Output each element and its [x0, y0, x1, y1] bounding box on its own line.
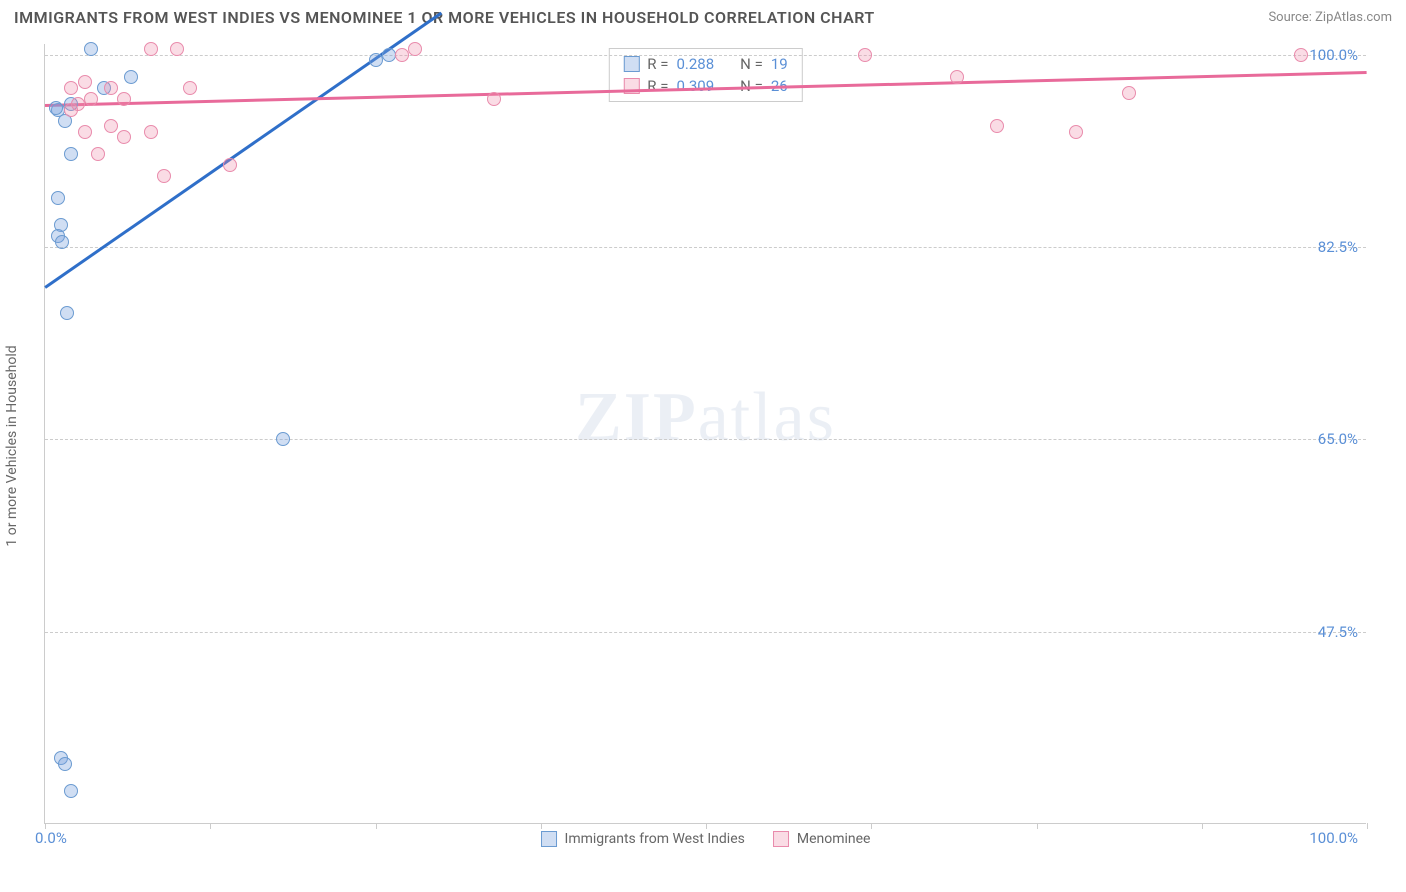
title-bar: IMMIGRANTS FROM WEST INDIES VS MENOMINEE…: [0, 0, 1406, 31]
legend-label: Menominee: [797, 831, 871, 847]
scatter-point-west_indies: [84, 42, 98, 56]
scatter-point-menominee: [64, 81, 78, 95]
legend-swatch-icon: [541, 831, 557, 847]
watermark-light: atlas: [698, 379, 836, 456]
y-tick-label: 47.5%: [1318, 623, 1358, 641]
scatter-point-menominee: [1294, 48, 1308, 62]
legend-label: Immigrants from West Indies: [565, 831, 745, 847]
x-tick: [871, 823, 872, 829]
scatter-point-menominee: [408, 42, 422, 56]
scatter-point-menominee: [183, 81, 197, 95]
scatter-point-west_indies: [276, 432, 290, 446]
scatter-point-west_indies: [124, 70, 138, 84]
scatter-point-menominee: [223, 158, 237, 172]
source-name: ZipAtlas.com: [1315, 10, 1392, 25]
scatter-point-menominee: [1069, 125, 1083, 139]
x-tick: [1367, 823, 1368, 829]
scatter-point-menominee: [170, 42, 184, 56]
scatter-point-west_indies: [64, 147, 78, 161]
chart-title: IMMIGRANTS FROM WEST INDIES VS MENOMINEE…: [14, 8, 875, 27]
scatter-point-menominee: [157, 169, 171, 183]
scatter-point-menominee: [144, 125, 158, 139]
stats-r-label: R =: [647, 77, 668, 95]
gridline: [45, 55, 1366, 56]
x-tick: [541, 823, 542, 829]
scatter-point-menominee: [395, 48, 409, 62]
stats-n-value: 19: [771, 55, 788, 73]
x-tick: [706, 823, 707, 829]
scatter-point-west_indies: [49, 101, 63, 115]
stats-r-label: R =: [647, 55, 668, 73]
scatter-point-west_indies: [64, 784, 78, 798]
scatter-point-west_indies: [51, 191, 65, 205]
scatter-point-menominee: [858, 48, 872, 62]
scatter-point-menominee: [91, 147, 105, 161]
source-attribution: Source: ZipAtlas.com: [1268, 10, 1392, 25]
scatter-point-menominee: [71, 97, 85, 111]
legend: Immigrants from West Indies Menominee: [541, 831, 871, 847]
x-axis-max-label: 100.0%: [1309, 829, 1358, 847]
stats-row-west_indies: R = 0.288 N = 19: [609, 53, 801, 75]
stats-r-value: 0.288: [676, 55, 714, 73]
y-tick-label: 82.5%: [1318, 238, 1358, 256]
x-axis-min-label: 0.0%: [35, 829, 67, 847]
x-tick: [1202, 823, 1203, 829]
scatter-point-menominee: [950, 70, 964, 84]
x-tick: [45, 823, 46, 829]
scatter-point-menominee: [84, 92, 98, 106]
y-tick-label: 65.0%: [1318, 430, 1358, 448]
stats-r-value: 0.309: [676, 77, 714, 95]
scatter-point-west_indies: [382, 48, 396, 62]
gridline: [45, 439, 1366, 440]
scatter-point-menominee: [1122, 86, 1136, 100]
y-tick-label: 100.0%: [1309, 46, 1358, 64]
stats-swatch-icon: [623, 56, 639, 72]
legend-item-west_indies: Immigrants from West Indies: [541, 831, 745, 847]
x-tick: [1037, 823, 1038, 829]
correlation-stats-box: R =0.288N =19R =0.309N =26: [608, 48, 802, 102]
scatter-point-west_indies: [369, 53, 383, 67]
x-tick: [210, 823, 211, 829]
chart-plot-area: ZIPatlas R =0.288N =19R =0.309N =26 Immi…: [44, 44, 1366, 824]
stats-n-label: N =: [740, 55, 763, 73]
scatter-point-menominee: [78, 125, 92, 139]
gridline: [45, 247, 1366, 248]
scatter-point-menominee: [487, 92, 501, 106]
scatter-point-menominee: [78, 75, 92, 89]
scatter-point-menominee: [104, 81, 118, 95]
legend-item-menominee: Menominee: [773, 831, 871, 847]
legend-swatch-icon: [773, 831, 789, 847]
watermark: ZIPatlas: [575, 378, 836, 458]
scatter-point-west_indies: [60, 306, 74, 320]
scatter-point-menominee: [104, 119, 118, 133]
scatter-point-menominee: [990, 119, 1004, 133]
scatter-point-menominee: [144, 42, 158, 56]
scatter-point-west_indies: [58, 757, 72, 771]
y-axis-title: 1 or more Vehicles in Household: [4, 345, 20, 546]
source-label: Source:: [1268, 10, 1311, 25]
scatter-point-menominee: [117, 130, 131, 144]
x-tick: [376, 823, 377, 829]
gridline: [45, 632, 1366, 633]
scatter-point-west_indies: [55, 235, 69, 249]
watermark-bold: ZIP: [575, 379, 698, 456]
scatter-point-menominee: [117, 92, 131, 106]
